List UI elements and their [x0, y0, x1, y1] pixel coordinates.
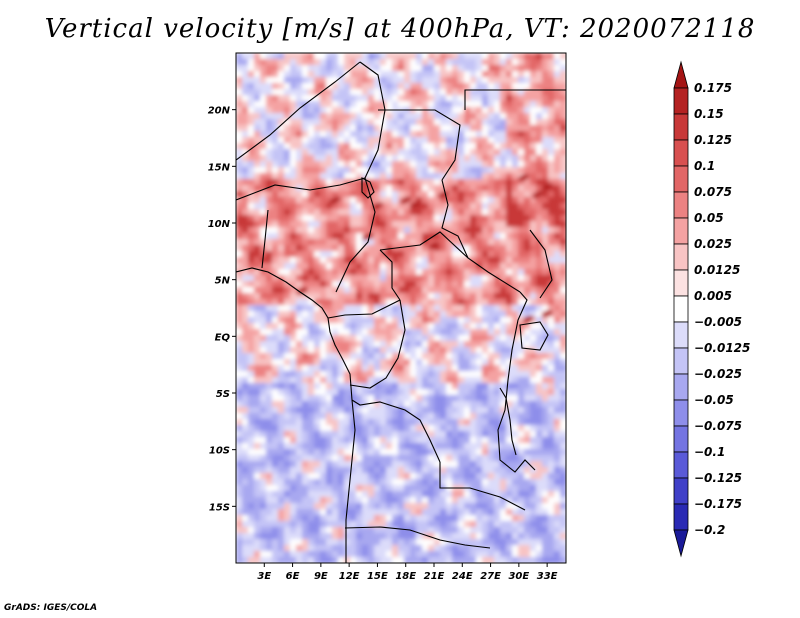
lake-tanganyika — [499, 387, 517, 456]
colorbar-swatch — [673, 139, 689, 167]
colorbar-swatch — [673, 425, 689, 453]
country-borders — [236, 61, 566, 563]
ethiopia-border — [529, 229, 553, 299]
nigeria-cameroon-border — [335, 177, 376, 293]
lat-tick-label: 10S — [209, 446, 230, 457]
colorbar-level-label: −0.125 — [694, 471, 742, 485]
colorbar-level-label: −0.0125 — [694, 341, 750, 355]
coastline — [236, 267, 353, 401]
lake-victoria — [519, 321, 549, 351]
colorbar-swatch — [673, 87, 689, 115]
lat-tick-label: 15N — [208, 162, 231, 173]
colorbar-swatch — [673, 113, 689, 141]
colorbar-swatch — [673, 60, 689, 89]
map-title: Vertical velocity [m/s] at 400hPa, VT: 2… — [44, 14, 756, 44]
lat-tick-label: 20N — [208, 106, 231, 117]
colorbar-level-label: −0.075 — [694, 419, 742, 433]
colorbar-swatch — [673, 451, 689, 479]
colorbar-level-label: 0.175 — [694, 81, 732, 95]
colorbar-level-label: −0.1 — [694, 445, 725, 459]
lat-tick-label: 5S — [216, 389, 230, 400]
lon-tick-label: 3E — [257, 571, 271, 582]
colorbar-level-label: 0.075 — [694, 185, 732, 199]
grads-credit: GrADS: IGES/COLA — [4, 603, 98, 613]
colorbar-swatch — [673, 321, 689, 349]
drc-east-border — [497, 291, 536, 473]
colorbar-swatch — [673, 217, 689, 245]
colorbar-swatch — [673, 347, 689, 375]
colorbar-level-label: −0.175 — [694, 497, 742, 511]
colorbar-level-label: 0.05 — [694, 211, 724, 225]
angola-namibia-border — [344, 526, 491, 549]
colorbar-swatch — [673, 295, 689, 323]
colorbar-swatch — [673, 269, 689, 297]
angola-zambia-border — [439, 462, 526, 511]
lon-tick-label: 18E — [395, 571, 416, 582]
lat-tick-label: 5N — [215, 276, 231, 287]
lon-tick-label: 30E — [508, 571, 529, 582]
lon-tick-label: 15E — [367, 571, 388, 582]
libya-chad-border — [378, 109, 461, 181]
colorbar-level-label: 0.0125 — [694, 263, 740, 277]
gabon-congo-border — [327, 299, 401, 319]
niger-nigeria-border — [236, 177, 366, 201]
algeria-niger-border — [236, 61, 361, 161]
colorbar-level-label: 0.005 — [694, 289, 732, 303]
car-southern-border — [379, 231, 521, 293]
lon-tick-label: 33E — [537, 571, 558, 582]
lat-tick-label: 15S — [209, 502, 230, 513]
west-coast-south — [345, 399, 356, 563]
plot-frame — [235, 52, 567, 564]
benin-togo-border — [261, 209, 269, 269]
colorbar-swatch — [673, 399, 689, 427]
lon-tick-label: 6E — [286, 571, 300, 582]
colorbar-swatch — [673, 165, 689, 193]
colorbar-level-label: −0.005 — [694, 315, 742, 329]
colorbar-level-label: −0.025 — [694, 367, 742, 381]
colorbar-swatch — [673, 243, 689, 271]
lat-tick-label: 10N — [208, 219, 231, 230]
lake-chad — [361, 177, 375, 199]
drc-angola-border — [351, 399, 441, 463]
colorbar: 0.175 0.15 0.125 0.1 0.075 0.05 0.025 0.0125 0.0… — [673, 60, 750, 558]
cameroon-car-border — [379, 249, 401, 301]
colorbar-swatch — [673, 477, 689, 505]
egypt-sudan-border — [464, 89, 566, 110]
colorbar-level-label: 0.1 — [694, 159, 715, 173]
colorbar-level-label: 0.125 — [694, 133, 732, 147]
longitude-axis: 3E 6E 9E 12E 15E 18E 21E 24E 27E 30E 33E — [257, 563, 558, 582]
colorbar-level-label: 0.15 — [694, 107, 724, 121]
colorbar-level-label: −0.05 — [694, 393, 734, 407]
colorbar-level-label: 0.025 — [694, 237, 732, 251]
lon-tick-label: 21E — [424, 571, 445, 582]
colorbar-level-label: −0.2 — [694, 523, 725, 537]
chad-sudan-border — [441, 179, 469, 259]
lat-tick-label: EQ — [215, 332, 231, 343]
colorbar-swatch — [673, 373, 689, 401]
colorbar-swatch — [673, 529, 689, 558]
colorbar-swatch — [673, 191, 689, 219]
congo-river-border — [349, 299, 406, 389]
lon-tick-label: 24E — [452, 571, 473, 582]
lon-tick-label: 9E — [314, 571, 328, 582]
latitude-axis: 20N 15N 10N 5N EQ 5S 10S 15S — [208, 106, 236, 513]
lon-tick-label: 27E — [480, 571, 501, 582]
colorbar-swatch — [673, 503, 689, 531]
lon-tick-label: 12E — [339, 571, 360, 582]
